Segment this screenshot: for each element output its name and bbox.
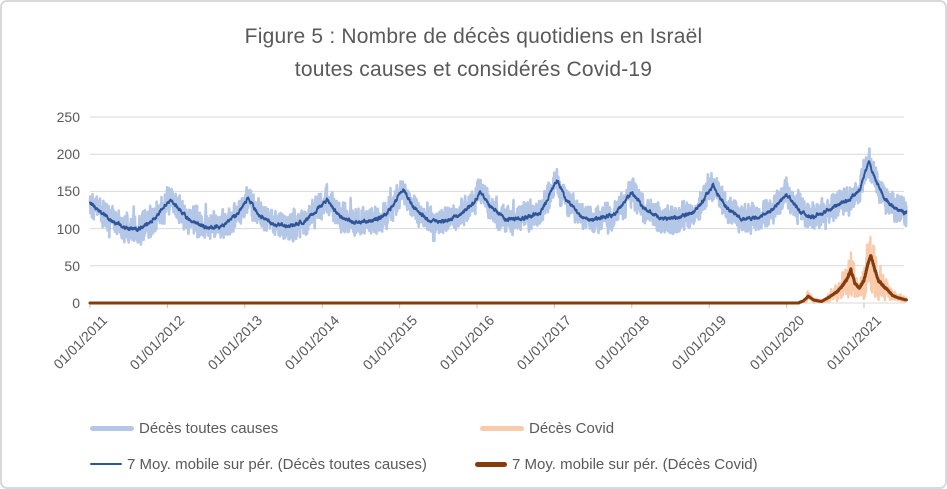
y-axis-label: 0 [72, 295, 80, 311]
legend-item-moyenne-mobile-covid: 7 Moy. mobile sur pér. (Décès Covid) [475, 455, 758, 473]
y-axis-label: 50 [64, 257, 80, 274]
series-moyenne-mobile-covid-line [88, 254, 908, 305]
legend-swatch-moyenne-mobile-toutes-causes [90, 462, 122, 466]
series-deces-covid-line [88, 235, 908, 305]
y-axis-label: 100 [56, 220, 80, 237]
legend-swatch-deces-covid [480, 425, 524, 431]
figure-title: Figure 5 : Nombre de décès quotidiens en… [2, 20, 945, 86]
y-axis-label: 150 [56, 183, 80, 200]
y-axis-label: 250 [56, 109, 80, 125]
legend-label-moyenne-mobile-toutes-causes: 7 Moy. mobile sur pér. (Décès toutes cau… [127, 455, 427, 473]
legend-label-deces-toutes-causes: Décès toutes causes [139, 419, 279, 437]
legend-item-deces-toutes-causes: Décès toutes causes [90, 419, 278, 437]
legend-label-deces-covid: Décès Covid [529, 419, 615, 437]
figure-title-line1: Figure 5 : Nombre de décès quotidiens en… [244, 25, 703, 48]
legend-item-deces-covid: Décès Covid [480, 419, 614, 437]
figure-title-line2: toutes causes et considérés Covid-19 [294, 58, 653, 81]
legend-item-moyenne-mobile-toutes-causes: 7 Moy. mobile sur pér. (Décès toutes cau… [90, 455, 427, 473]
series-moyenne-mobile-toutes-causes-line [89, 160, 908, 233]
y-axis-label: 200 [56, 146, 80, 163]
legend-swatch-deces-toutes-causes [90, 425, 134, 431]
legend-label-moyenne-mobile-covid: 7 Moy. mobile sur pér. (Décès Covid) [512, 455, 758, 473]
legend-swatch-moyenne-mobile-covid [475, 461, 507, 467]
